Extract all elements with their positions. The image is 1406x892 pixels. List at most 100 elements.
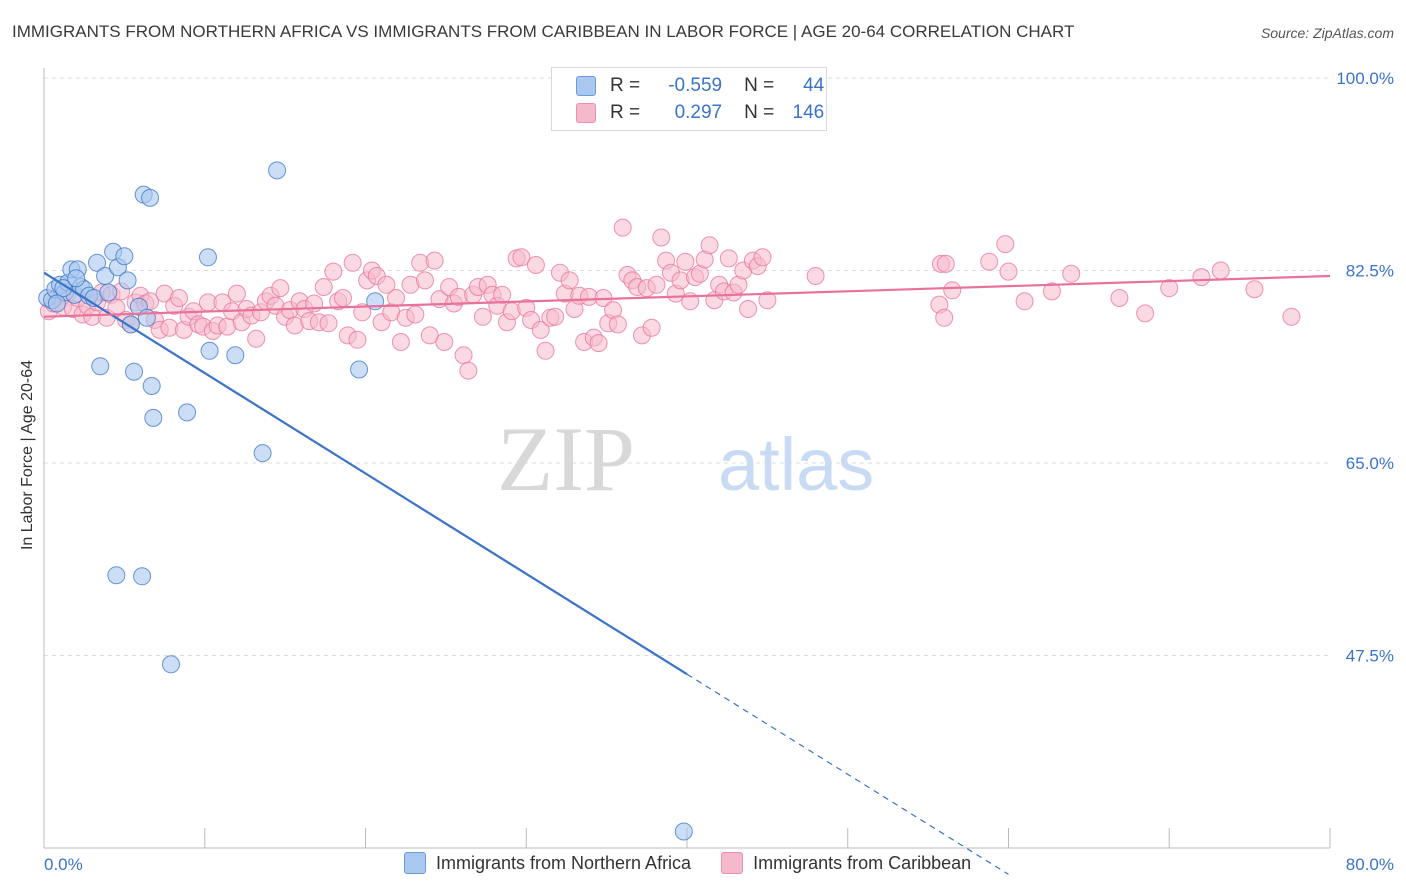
data-point-northern-africa [178,403,197,422]
data-point-caribbean [459,361,478,380]
data-point-caribbean [758,291,777,310]
legend-item-northern-africa: Immigrants from Northern Africa [404,852,691,874]
chart-title: IMMIGRANTS FROM NORTHERN AFRICA VS IMMIG… [12,22,1075,41]
data-point-caribbean [1192,268,1211,287]
data-point-caribbean [943,281,962,300]
data-point-northern-africa [268,161,287,180]
data-point-caribbean [613,218,632,237]
data-point-northern-africa [161,655,180,674]
data-point-caribbean [560,271,579,290]
y-tick-label: 47.5% [1346,647,1394,666]
data-point-caribbean [333,289,352,307]
data-point-caribbean [454,346,473,365]
n-value: 44 [803,75,825,96]
data-point-caribbean [1062,264,1081,283]
data-point-northern-africa [91,357,110,376]
data-point-caribbean [1110,289,1129,307]
data-point-caribbean [391,333,410,351]
data-point-northern-africa [144,408,163,427]
data-point-caribbean [700,236,719,255]
data-point-caribbean [343,253,362,272]
n-value: 146 [792,102,825,123]
data-point-northern-africa [107,566,126,585]
data-point-northern-africa [125,362,144,381]
data-point-caribbean [348,330,367,349]
data-point-caribbean [387,289,406,307]
y-tick-label: 65.0% [1346,454,1394,473]
data-point-caribbean [1015,292,1034,311]
series-northern-africa [38,161,693,841]
data-point-northern-africa [137,308,156,327]
data-point-northern-africa [118,271,137,290]
data-point-northern-africa [200,341,219,360]
watermark-zip: ZIP [497,408,635,510]
data-point-caribbean [980,252,999,271]
n-label: N = [744,75,775,96]
data-point-caribbean [170,289,189,307]
data-point-caribbean [1282,307,1301,326]
data-point-northern-africa [115,247,134,266]
data-point-caribbean [435,333,454,351]
data-point-caribbean [526,256,545,274]
data-point-caribbean [719,249,738,268]
data-point-caribbean [647,275,666,294]
data-point-caribbean [227,284,246,303]
data-point-caribbean [271,279,290,298]
data-point-caribbean [314,278,333,296]
blue-swatch [576,76,596,96]
data-point-caribbean [608,315,627,334]
trend-line-northern-africa-extension [686,673,1009,875]
data-point-northern-africa [67,269,86,288]
data-point-caribbean [107,298,126,317]
data-point-northern-africa [674,822,693,841]
data-point-northern-africa [99,283,118,302]
data-point-caribbean [936,254,955,273]
data-point-northern-africa [141,188,160,207]
data-point-northern-africa [226,346,245,365]
y-tick-label: 82.5% [1346,262,1394,281]
data-point-caribbean [652,228,671,247]
trend-line-northern-africa [43,271,688,676]
data-point-caribbean [546,307,565,326]
data-point-caribbean [512,248,531,267]
data-point-northern-africa [253,444,272,463]
correlation-legend: R = -0.559 N = 44 R = 0.297 N = 146 [551,67,827,131]
trend-lines [43,271,1331,875]
trend-line-caribbean [43,274,1331,318]
data-point-caribbean [531,320,550,339]
r-value: -0.559 [668,75,723,96]
data-point-caribbean [377,275,396,294]
legend-label: Immigrants from Northern Africa [436,852,692,873]
data-point-caribbean [324,262,343,281]
legend-row-northern-africa: R = -0.559 N = 44 [576,73,824,99]
data-point-caribbean [1136,304,1155,323]
data-point-caribbean [996,235,1015,254]
data-point-caribbean [425,251,444,270]
data-point-northern-africa [47,294,66,313]
data-point-northern-africa [54,279,73,298]
data-point-northern-africa [198,248,217,267]
watermark-atlas: atlas [718,423,874,506]
data-point-caribbean [247,329,266,348]
data-point-caribbean [305,294,324,313]
watermark: ZIP atlas [497,408,874,510]
data-point-caribbean [935,308,954,327]
data-point-caribbean [415,271,434,290]
pink-swatch [576,103,596,123]
legend-row-caribbean: R = 0.297 N = 146 [576,100,824,126]
data-point-caribbean [473,307,492,326]
r-label: R = [610,75,641,96]
data-point-northern-africa [88,253,107,272]
data-point-caribbean [406,305,425,324]
data-point-caribbean [353,303,372,322]
data-point-caribbean [1211,261,1230,280]
data-point-northern-africa [142,377,161,395]
tick-labels: 47.5% 65.0% 82.5% 100.0% 0.0% 80.0% [44,69,1394,874]
blue-swatch [404,852,426,874]
data-point-caribbean [806,267,825,285]
grid-lines [44,77,1330,656]
data-point-northern-africa [133,567,152,586]
legend-item-caribbean: Immigrants from Caribbean [721,852,971,874]
data-point-caribbean [999,262,1018,281]
data-point-caribbean [739,300,758,318]
